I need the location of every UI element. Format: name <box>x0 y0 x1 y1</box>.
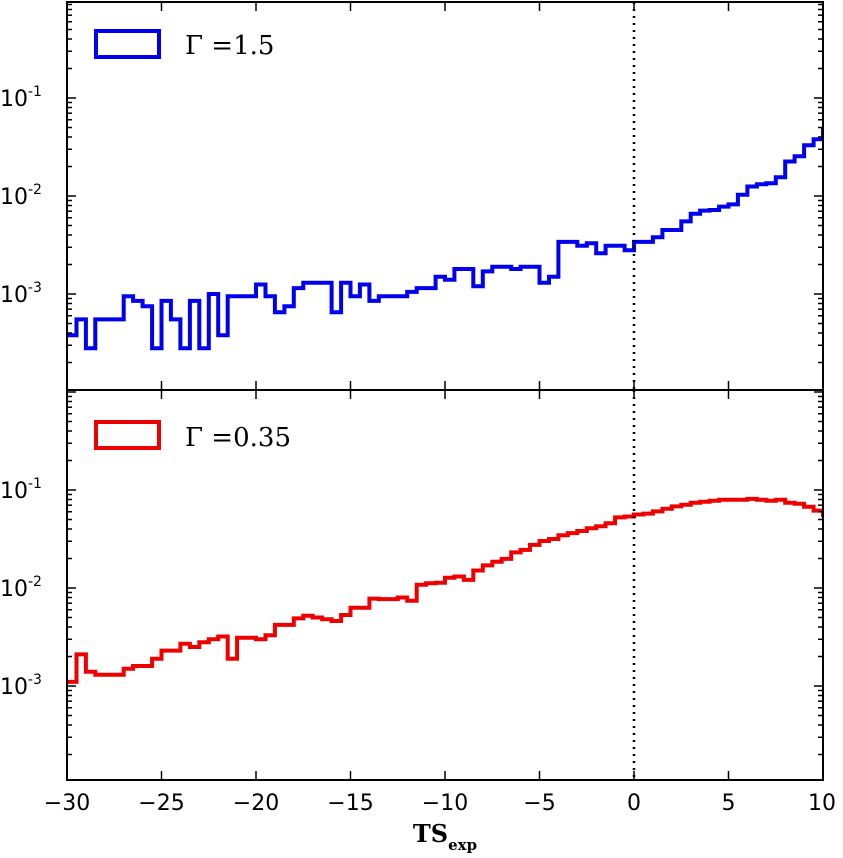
top-legend-swatch <box>94 29 161 59</box>
y-tick-label: 10-3 <box>0 672 42 700</box>
x-tick-label: −15 <box>327 791 373 816</box>
x-tick-label: −30 <box>44 791 90 816</box>
bottom-panel: 10-1 10-2 10-3 Γ =0.35 <box>0 389 824 781</box>
top-panel: 10-1 10-2 10-3 Γ =1.5 <box>0 1 824 391</box>
x-axis-label-main: TS <box>413 819 448 848</box>
x-tick-label: −5 <box>523 791 555 816</box>
top-xticks <box>66 2 824 390</box>
top-legend-label: Γ =1.5 <box>185 31 274 61</box>
top-histogram-line <box>67 127 823 351</box>
bottom-xticks <box>66 390 824 780</box>
x-tick-label: 0 <box>627 791 641 816</box>
bottom-legend-swatch <box>94 420 161 450</box>
bottom-histogram-line <box>67 496 823 684</box>
y-tick-label: 10-3 <box>0 280 42 308</box>
x-tick-label: −10 <box>422 791 468 816</box>
bottom-axes-frame <box>66 389 824 781</box>
y-tick-label: 10-2 <box>0 574 42 602</box>
y-tick-label: 10-1 <box>0 84 42 112</box>
x-tick-label: 10 <box>808 791 836 816</box>
x-axis-label: TSexp <box>413 819 477 854</box>
x-tick-label: 5 <box>722 791 736 816</box>
bottom-legend: Γ =0.35 <box>94 420 291 453</box>
bottom-legend-label: Γ =0.35 <box>185 423 291 453</box>
x-tick-labels: −30 −25 −20 −15 −10 −5 0 5 10 <box>44 791 836 816</box>
x-tick-label: −25 <box>138 791 184 816</box>
y-tick-label: 10-1 <box>0 476 42 504</box>
top-legend: Γ =1.5 <box>94 29 274 61</box>
x-tick-label: −20 <box>233 791 279 816</box>
x-axis-label-subscript: exp <box>448 836 477 854</box>
y-tick-label: 10-2 <box>0 182 42 210</box>
